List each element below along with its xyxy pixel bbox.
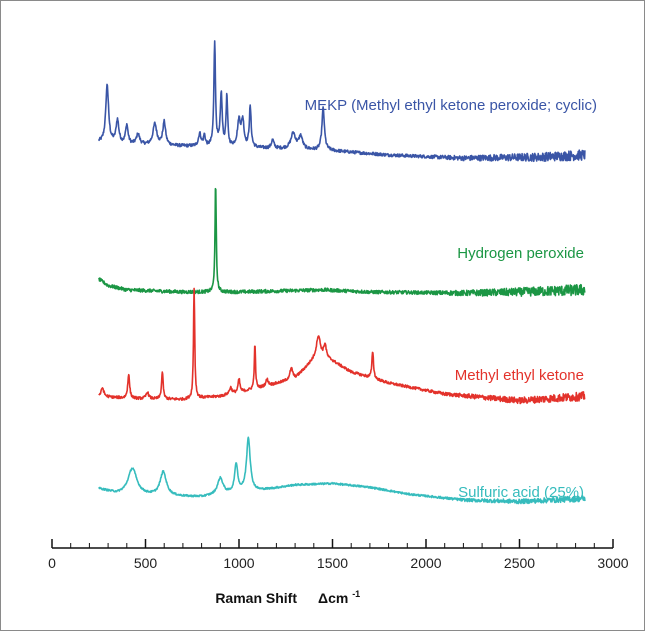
series-label-3: Methyl ethyl ketone bbox=[455, 367, 584, 384]
x-axis-title-group: Raman Shift Δcm -1 bbox=[215, 589, 360, 606]
series-layer bbox=[98, 40, 586, 505]
series-line-2 bbox=[98, 187, 586, 298]
x-tick-label-2500: 2500 bbox=[504, 555, 535, 571]
x-axis-unit-text: Δcm bbox=[318, 590, 348, 606]
x-tick-label-3000: 3000 bbox=[597, 555, 628, 571]
x-tick-label-1500: 1500 bbox=[317, 555, 348, 571]
x-tick-label-1000: 1000 bbox=[223, 555, 254, 571]
x-tick-label-2000: 2000 bbox=[410, 555, 441, 571]
series-line-1 bbox=[98, 40, 586, 163]
x-axis-unit-exponent: -1 bbox=[352, 589, 360, 599]
series-line-3 bbox=[98, 287, 586, 405]
series-label-2: Hydrogen peroxide bbox=[457, 245, 584, 262]
x-tick-label-0: 0 bbox=[48, 555, 56, 571]
x-axis: 0 500 1000 1500 2000 2500 3000 bbox=[48, 539, 629, 571]
series-label-1: MEKP (Methyl ethyl ketone peroxide; cycl… bbox=[305, 97, 597, 114]
series-label-4: Sulfuric acid (25%) bbox=[458, 484, 584, 501]
x-axis-title: Raman Shift bbox=[215, 590, 297, 606]
series-line-4 bbox=[98, 436, 586, 505]
x-tick-label-500: 500 bbox=[134, 555, 158, 571]
x-axis-unit: Δcm -1 bbox=[318, 589, 360, 606]
series-labels: MEKP (Methyl ethyl ketone peroxide; cycl… bbox=[305, 97, 597, 501]
